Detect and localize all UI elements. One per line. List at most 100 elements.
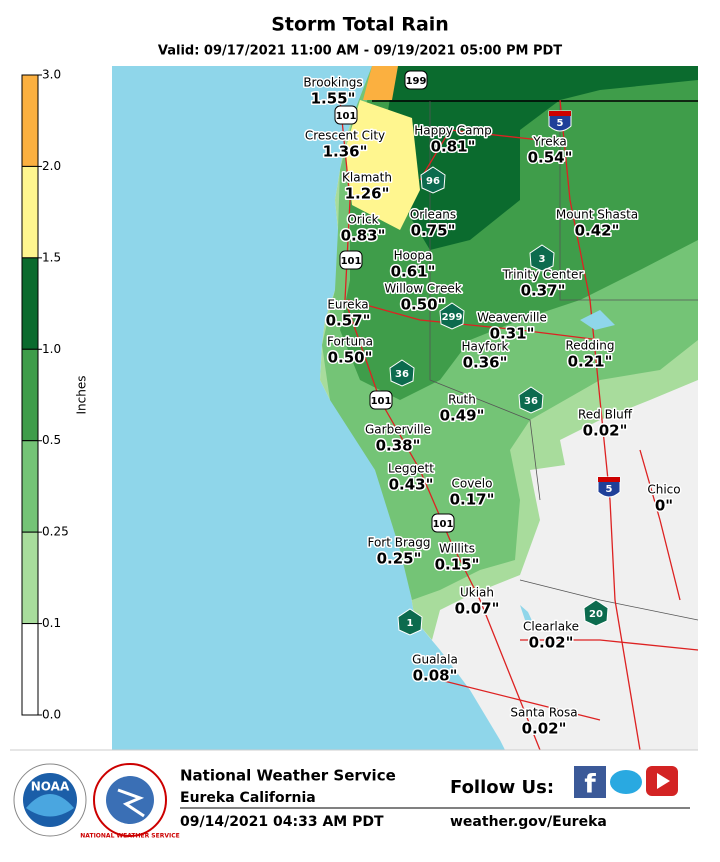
rain-amount: 0" [655,497,673,515]
shield-label: 36 [524,396,538,407]
shield-shape [431,513,455,533]
rain-amount: 0.75" [411,222,456,240]
rain-amount: 0.02" [529,634,574,652]
rain-amount: 0.54" [528,149,573,167]
url[interactable]: weather.gov/Eureka [450,814,607,830]
city-name: Gualala [412,653,458,667]
route-shield: 101 [369,390,393,410]
shield-shape [369,390,393,410]
rain-area [363,66,398,100]
route-shield: 101 [339,250,363,270]
city-name: Garberville [365,423,431,437]
city-name: Covelo [452,477,493,491]
lake [580,310,615,330]
rain-amount: 0.81" [431,138,476,156]
shield-label: 299 [442,312,463,323]
city-name: Hayfork [462,340,509,354]
legend-tick-label: 0.0 [42,708,61,722]
rain-amount: 0.50" [401,296,446,314]
shield-label: 20 [589,609,603,620]
city-name: Trinity Center [502,268,584,282]
shield-label: 101 [336,111,357,122]
route-shield: 20 [583,599,609,627]
legend-swatch [21,531,39,625]
rain-amount: 0.02" [522,720,567,738]
route-shield: 101 [431,513,455,533]
city-name: Orleans [410,208,456,222]
rain-amount: 0.15" [435,556,480,574]
shield-label: 101 [433,519,454,530]
shield-shape [389,359,415,387]
city-name: Happy Camp [414,124,492,138]
route-shield: 5 [597,476,621,498]
legend-tick-label: 0.5 [42,433,61,447]
rain-amount: 0.42" [575,222,620,240]
valid-time: Valid: 09/17/2021 11:00 AM - 09/19/2021 … [158,44,562,59]
location: Eureka California [180,790,316,806]
office: National Weather Service [180,767,396,785]
nws-text: NATIONAL WEATHER SERVICE [80,833,179,840]
noaa-logo: NOAA [13,763,87,837]
rain-amount: 0.07" [455,600,500,618]
rain-amount: 1.26" [345,185,390,203]
route-shield: 3 [529,244,555,272]
title: Storm Total Rain [271,14,449,36]
rain-amount: 0.57" [326,312,371,330]
legend-label: Inches [75,376,89,415]
facebook-icon[interactable] [574,766,606,798]
boundaries [372,100,699,621]
issued: 09/14/2021 04:33 AM PDT [180,814,384,830]
legend: 3.0 2.0 1.5 1.0 0.5 0.25 0.1 0.0 [21,68,69,722]
rain-amount: 0.83" [341,227,386,245]
shield-label: 101 [341,256,362,267]
legend-swatch [21,348,39,442]
shield-shape [339,250,363,270]
legend-tick-label: 1.5 [42,250,61,264]
shield-top [549,111,571,116]
roads [339,99,699,751]
city-name: Eureka [327,298,368,312]
legend-swatch [21,623,39,716]
route-shield: 101 [334,105,358,125]
play [657,773,670,789]
rain-amount: 0.25" [377,550,422,568]
city-name: Fortuna [327,335,373,349]
city-name: Leggett [388,462,434,476]
rain-amount: 0.38" [376,437,421,455]
rain-amount: 1.55" [311,90,356,108]
twitter-icon[interactable] [610,770,642,794]
shield-label: 36 [395,369,409,380]
legend-swatch [21,257,39,350]
shield-shape [404,70,428,90]
shield-label: 3 [539,254,546,265]
shield-label: 96 [426,176,440,187]
rain-amount: 0.17" [450,491,495,509]
rain-area [385,66,698,250]
shield-shape [518,386,544,414]
city-name: Yreka [532,135,566,149]
rain-amount: 0.02" [583,422,628,440]
rain-amount: 0.37" [521,282,566,300]
city-name: Ukiah [460,586,494,600]
city-name: Crescent City [305,129,385,143]
shield-shape [583,599,609,627]
city-name: Orick [347,213,378,227]
rain-amount: 0.36" [463,354,508,372]
facebook-f: f [584,770,596,800]
shield-label: 1 [407,618,414,629]
route-shield: 5 [548,110,572,132]
city-name: Mount Shasta [556,208,638,222]
rain-amount: 0.21" [568,353,613,371]
city-name: Klamath [342,171,392,185]
noaa-text: NOAA [31,780,70,794]
city-name: Weaverville [477,311,547,325]
nws-logo: NATIONAL WEATHER SERVICE [80,763,180,840]
city-name: Fort Bragg [367,536,430,550]
legend-tick-label: 1.0 [42,342,61,356]
route-shield: 96 [420,166,446,194]
rain-area [345,100,420,230]
route-shield: 36 [389,359,415,387]
rain-amount: 0.31" [490,325,535,343]
shield-shape [397,608,423,636]
